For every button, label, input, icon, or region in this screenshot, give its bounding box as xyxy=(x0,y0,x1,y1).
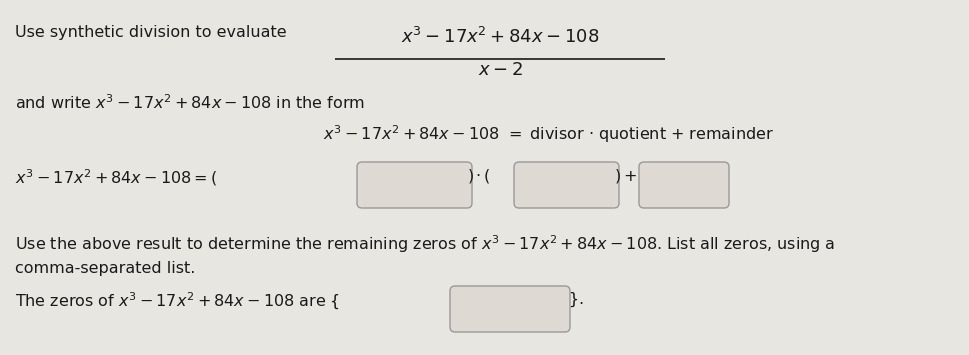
FancyBboxPatch shape xyxy=(357,162,472,208)
Text: $)\,{\cdot}\,($: $)\,{\cdot}\,($ xyxy=(467,167,490,185)
Text: $x^3 - 17x^2 + 84x - 108$: $x^3 - 17x^2 + 84x - 108$ xyxy=(324,125,500,144)
FancyBboxPatch shape xyxy=(514,162,619,208)
Text: $x^3 - 17x^2 + 84x - 108 = ($: $x^3 - 17x^2 + 84x - 108 = ($ xyxy=(15,167,217,188)
Text: $)+$: $)+$ xyxy=(614,167,637,185)
FancyBboxPatch shape xyxy=(450,286,570,332)
Text: Use synthetic division to evaluate: Use synthetic division to evaluate xyxy=(15,25,287,40)
Text: $\}.$: $\}.$ xyxy=(568,291,583,310)
Text: $x^3 - 17x^2 + 84x - 108$: $x^3 - 17x^2 + 84x - 108$ xyxy=(401,27,599,47)
Text: $x - 2$: $x - 2$ xyxy=(478,61,522,79)
Text: The zeros of $x^3 - 17x^2 + 84x - 108$ are $\{$: The zeros of $x^3 - 17x^2 + 84x - 108$ a… xyxy=(15,291,340,312)
Text: Use the above result to determine the remaining zeros of $x^3 - 17x^2 + 84x - 10: Use the above result to determine the re… xyxy=(15,233,835,255)
Text: $=$ divisor $\cdot$ quotient $+$ remainder: $=$ divisor $\cdot$ quotient $+$ remaind… xyxy=(500,125,774,144)
Text: and write $x^3 - 17x^2 + 84x - 108$ in the form: and write $x^3 - 17x^2 + 84x - 108$ in t… xyxy=(15,93,365,112)
Text: comma-separated list.: comma-separated list. xyxy=(15,261,196,276)
FancyBboxPatch shape xyxy=(639,162,729,208)
